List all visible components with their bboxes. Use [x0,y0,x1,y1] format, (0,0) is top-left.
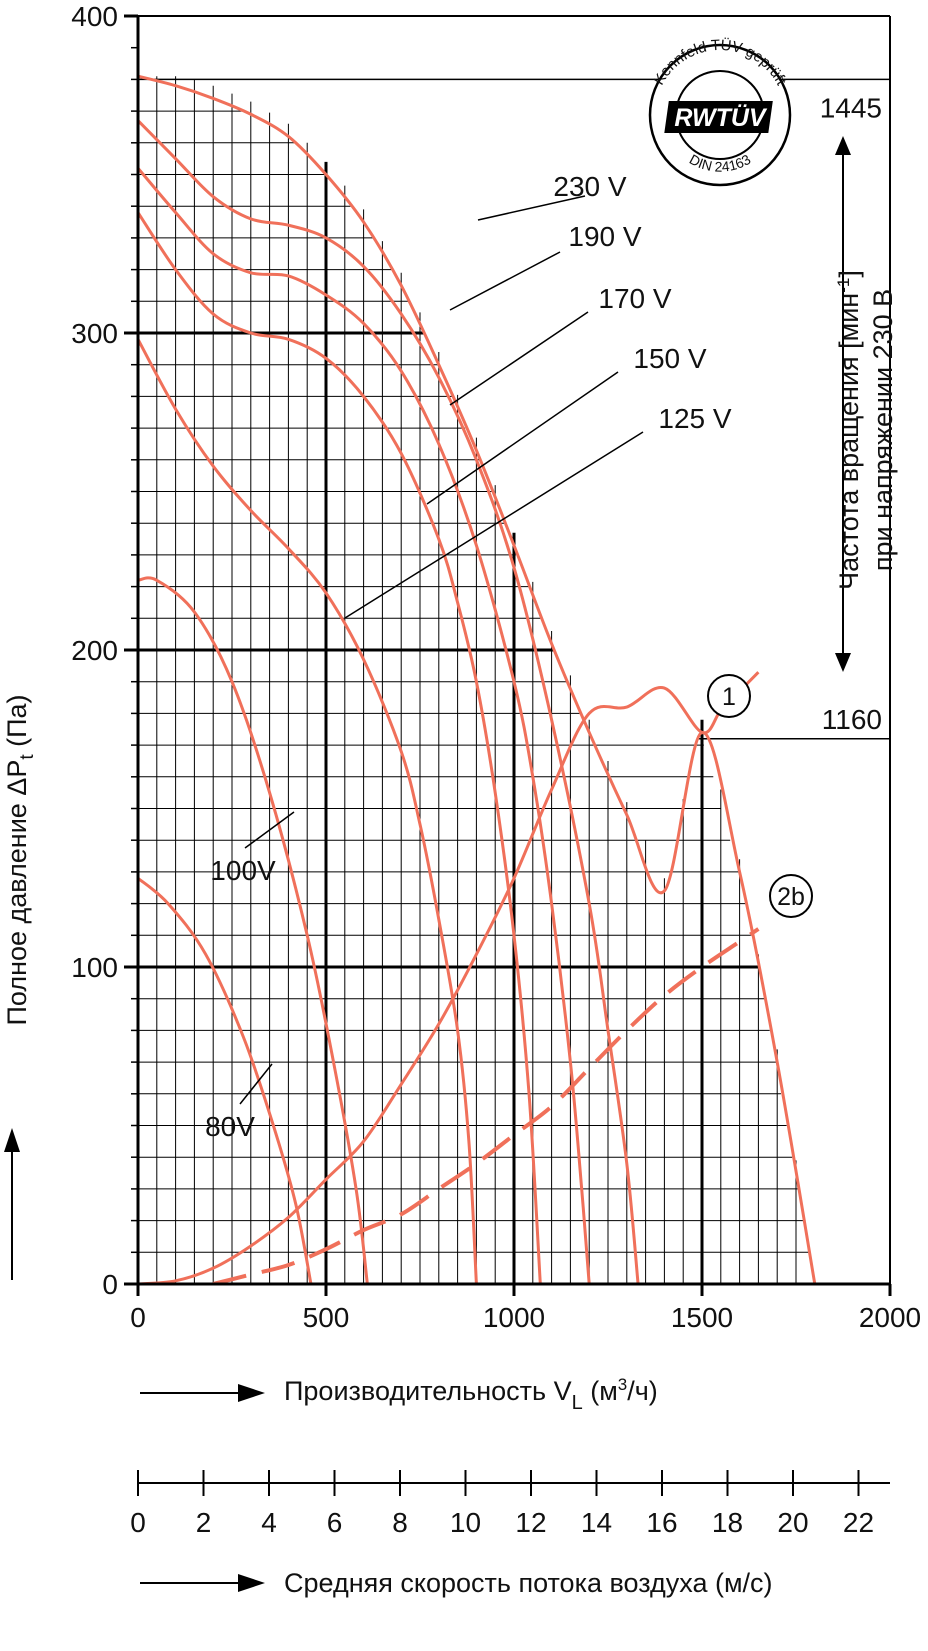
curve-label-leader [477,195,586,221]
velocity-axis-title: Средняя скорость потока воздуха (м/с) [284,1568,773,1598]
fan-curve-line [138,167,591,1284]
curve-label-leader [449,251,561,311]
x-tick-label: 1500 [671,1302,733,1333]
axes [124,14,892,1296]
velocity-tick-label: 20 [777,1507,808,1538]
velocity-tick-label: 4 [261,1507,277,1538]
system-curves [138,671,760,1284]
velocity-tick-label: 16 [646,1507,677,1538]
system-curve-label: 1 [722,683,736,711]
fan-curve-line [138,338,478,1284]
stamp-bottom-text: DIN 24163 [687,151,754,175]
curve-label: 170 V [598,283,671,314]
x-tick-label: 1000 [483,1302,545,1333]
reference-line-label: 1445 [820,92,882,123]
x-tick-label: 2000 [859,1302,921,1333]
velocity-tick-label: 18 [712,1507,743,1538]
right-axis-title: Частота вращения [мин-1] при напряжении … [834,270,898,590]
fan-curve-line [138,211,542,1284]
y-axis-title-text: Полное давление ΔPt (Па) [2,694,38,1025]
stamp-brand: RWTÜV [674,103,768,132]
velocity-tick-label: 2 [196,1507,212,1538]
stamp-brand-box [664,101,773,133]
velocity-tick-label: 6 [327,1507,343,1538]
y-tick-label: 300 [71,318,118,349]
system-curve-label-circle [707,674,751,718]
y-tick-label: 100 [71,952,118,983]
x-axis-title-group: Производительность VL (м3/ч) [140,1375,658,1414]
rwtuv-stamp: Kennfeld TÜV geprüft RWTÜV DIN 24163 [648,36,792,187]
y-tick-label: 0 [102,1269,118,1300]
x-axis-title: Производительность VL (м3/ч) [284,1375,658,1414]
reference-line-label: 1160 [822,704,882,735]
curve-label: 100V [210,855,276,886]
rpm-arrow [835,136,851,672]
rpm-arrow-down-head [835,653,851,672]
y-axis-title: Полное давление ΔPt (Па) [2,694,38,1025]
curve-label-leader [426,371,619,505]
velocity-axis: Средняя скорость потока воздуха (м/с) 0 2… [130,1470,890,1598]
y-tick-label: 400 [71,1,118,32]
fan-curve-line [138,877,313,1284]
y-tick-label: 200 [71,635,118,666]
y-axis-arrow-head [4,1128,20,1152]
system-curve-label-circle [769,874,813,918]
velocity-tick-label: 14 [581,1507,612,1538]
curve-label: 150 V [633,343,706,374]
grid [138,76,810,1284]
curve-label-leader [244,811,295,849]
right-axis-title-line1: Частота вращения [мин-1] [834,270,864,590]
labels: 0 500 1000 1500 2000 0 100 200 300 400 1445 1160 230… [71,1,921,1333]
curve-label: 190 V [568,221,641,252]
velocity-tick-label: 0 [130,1507,146,1538]
curve-label: 230 V [553,171,626,202]
rpm-arrow-up-head [835,136,851,155]
system-curve-line [212,927,760,1284]
velocity-tick-label: 10 [450,1507,481,1538]
curve-label: 125 V [658,403,731,434]
y-axis-arrow [4,1128,20,1280]
system-curve-label: 2b [777,883,805,911]
velocity-axis-arrow-head [238,1574,265,1592]
velocity-tick-label: 8 [392,1507,408,1538]
velocity-tick-label: 22 [843,1507,874,1538]
curve-label-leader [449,311,589,406]
x-tick-label: 500 [303,1302,350,1333]
curve-label-leader [344,431,644,619]
right-axis-title-line2: при напряжении 230 В [868,289,898,571]
fan-curve-line [138,576,369,1284]
velocity-tick-label: 12 [515,1507,546,1538]
fan-curve-line [138,119,640,1284]
x-axis-arrow-head [238,1384,265,1402]
fan-curve-line [138,74,817,1284]
curve-label: 80V [205,1111,255,1142]
system-curve-line [138,671,760,1284]
x-tick-label: 0 [130,1302,146,1333]
curve-label-leader [239,1063,273,1105]
